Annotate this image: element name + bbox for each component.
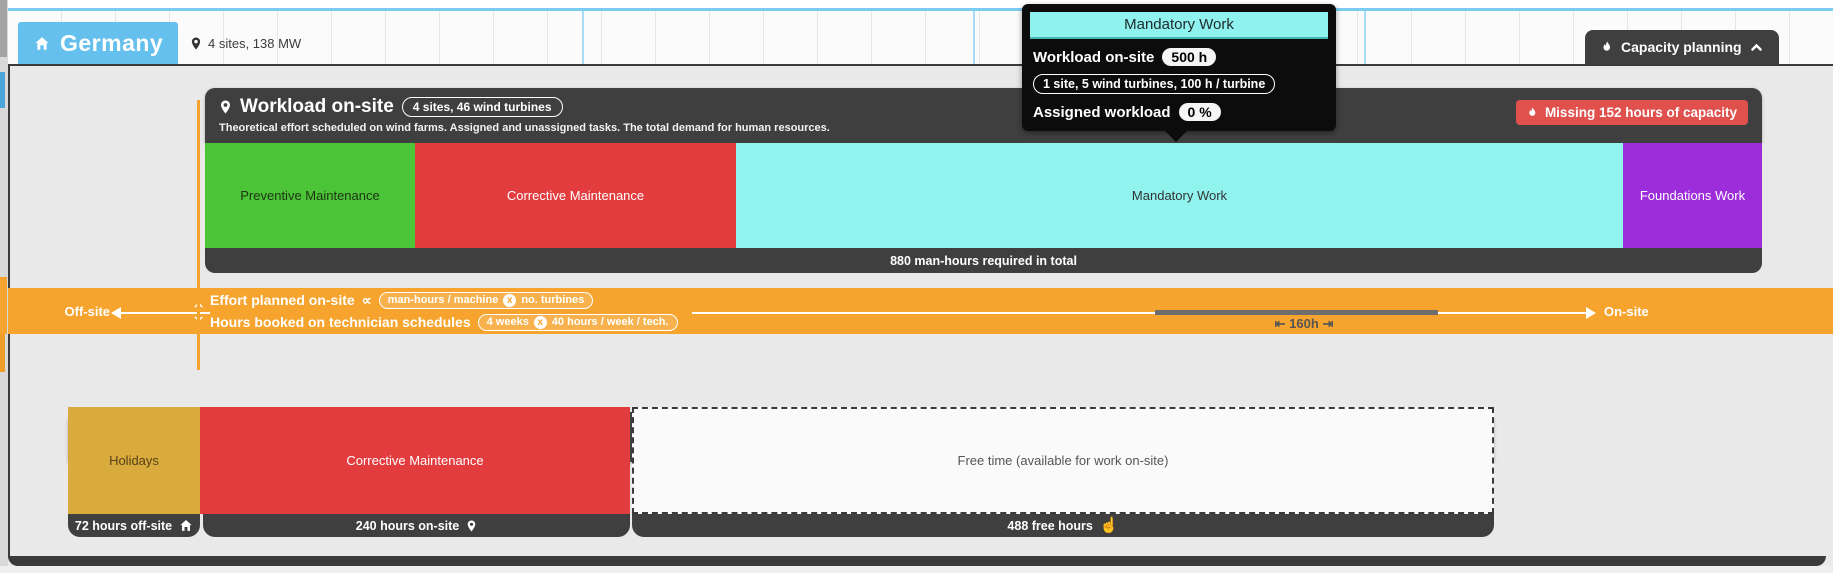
capacity-planning-label: Capacity planning xyxy=(1621,39,1742,55)
region-header-germany[interactable]: Germany xyxy=(18,22,178,64)
segment-label: Free time (available for work on-site) xyxy=(957,453,1169,468)
hours-formula-badge: 4 weeks x 40 hours / week / tech. xyxy=(477,313,678,331)
left-edge-strip xyxy=(0,0,8,573)
calendar-top-border xyxy=(8,8,1833,11)
segment-label: Mandatory Work xyxy=(1131,188,1228,203)
panel-bottom-border xyxy=(8,556,1826,566)
range-label: ⇤ 160h ⇥ xyxy=(1224,316,1384,332)
workload-card-subtitle: Theoretical effort scheduled on wind far… xyxy=(219,122,830,134)
fire-icon xyxy=(1601,40,1613,54)
segment-holidays[interactable]: Holidays xyxy=(68,407,200,514)
map-pin-icon xyxy=(466,519,477,533)
scrollbar-fragment[interactable] xyxy=(0,0,7,57)
clipped-orange-fragment xyxy=(0,334,5,372)
flow-axis-line xyxy=(117,312,1594,314)
onsite-hours-bar: 240 hours on-site xyxy=(203,514,630,537)
hours-booked-row: Hours booked on technician schedules 4 w… xyxy=(210,313,678,332)
workload-total-bar: 880 man-hours required in total xyxy=(205,248,1762,273)
free-hours-bar: 488 free hours ☝ xyxy=(632,514,1494,537)
map-pin-icon xyxy=(190,36,202,51)
workload-card-header: Workload on-site 4 sites, 46 wind turbin… xyxy=(205,88,1762,143)
effort-planned-row: Effort planned on-site ∝ man-hours / mac… xyxy=(210,291,678,310)
formula-left: man-hours / machine xyxy=(387,294,499,306)
schedule-bar: Holidays Corrective Maintenance Free tim… xyxy=(68,407,1494,514)
formula-left: 4 weeks xyxy=(486,316,529,328)
formula-right: no. turbines xyxy=(521,294,585,306)
tooltip-assigned-label: Assigned workload xyxy=(1033,103,1171,121)
capacity-planning-tab[interactable]: Capacity planning xyxy=(1585,30,1779,64)
region-meta: 4 sites, 138 MW xyxy=(190,22,301,64)
segment-mandatory-work[interactable]: Mandatory Work xyxy=(736,143,1623,248)
tooltip-title: Mandatory Work xyxy=(1030,12,1328,39)
panel-top-border xyxy=(8,64,1833,66)
region-title: Germany xyxy=(60,29,164,56)
home-icon xyxy=(34,36,50,51)
tooltip-workload-label: Workload on-site xyxy=(1033,48,1155,66)
segment-label: Foundations Work xyxy=(1639,188,1746,203)
effort-formula-badge: man-hours / machine x no. turbines xyxy=(378,291,594,309)
tooltip-arrow xyxy=(1165,131,1187,142)
segment-preventive-maintenance[interactable]: Preventive Maintenance xyxy=(205,143,415,248)
week-separator xyxy=(973,11,975,64)
clipped-blue-fragment xyxy=(0,72,5,108)
range-bar xyxy=(1155,310,1438,315)
segment-label: Corrective Maintenance xyxy=(506,188,645,203)
workload-card-title: Workload on-site xyxy=(240,96,394,117)
segment-foundations-work[interactable]: Foundations Work xyxy=(1623,143,1762,248)
onsite-label: On-site xyxy=(1604,303,1649,319)
segment-corrective-maintenance[interactable]: Corrective Maintenance xyxy=(200,407,630,514)
tooltip-workload-value: 500 h xyxy=(1162,48,1217,66)
onsite-hours-label: 240 hours on-site xyxy=(355,518,460,533)
clipped-orange-fragment xyxy=(0,277,7,334)
workload-total-label: 880 man-hours required in total xyxy=(890,253,1077,268)
offsite-hours-bar: 72 hours off-site xyxy=(68,514,200,537)
tooltip-detail-pill: 1 site, 5 wind turbines, 100 h / turbine xyxy=(1033,74,1276,94)
below-panel-margin xyxy=(0,566,1833,573)
proportional-icon: ∝ xyxy=(361,291,372,308)
calendar-header-row xyxy=(8,11,1833,64)
flow-band: Off-site On-site ↕ Effort planned on-sit… xyxy=(8,288,1833,334)
free-hours-label: 488 free hours xyxy=(1007,518,1093,533)
formula-right: 40 hours / week / tech. xyxy=(551,316,669,328)
missing-capacity-badge: Missing 152 hours of capacity xyxy=(1515,100,1748,125)
offsite-hours-label: 72 hours off-site xyxy=(74,518,173,533)
flow-band-rows: Effort planned on-site ∝ man-hours / mac… xyxy=(210,288,692,334)
arrow-right-icon xyxy=(1586,307,1596,319)
missing-capacity-label: Missing 152 hours of capacity xyxy=(1544,105,1737,120)
segment-free-time[interactable]: Free time (available for work on-site) xyxy=(632,407,1494,514)
fire-icon xyxy=(1527,106,1538,119)
top-margin xyxy=(8,0,1833,8)
multiply-icon: x xyxy=(533,315,547,329)
week-separator xyxy=(1364,11,1366,64)
tooltip-assigned-value: 0 % xyxy=(1178,103,1221,121)
range-value: 160h xyxy=(1289,316,1319,331)
range-right-icon: ⇥ xyxy=(1322,316,1334,331)
segment-label: Corrective Maintenance xyxy=(346,453,484,468)
mandatory-work-tooltip: Mandatory Work Workload on-site 500 h 1 … xyxy=(1022,4,1336,142)
current-time-line xyxy=(197,100,200,370)
offsite-label: Off-site xyxy=(64,303,111,319)
week-separator xyxy=(582,11,584,64)
effort-planned-label: Effort planned on-site xyxy=(210,292,355,308)
segment-label: Holidays xyxy=(109,453,159,468)
home-icon xyxy=(179,519,193,532)
segment-label: Preventive Maintenance xyxy=(240,188,380,203)
range-left-icon: ⇤ xyxy=(1274,316,1286,331)
multiply-icon: x xyxy=(503,293,517,307)
hours-booked-label: Hours booked on technician schedules xyxy=(210,314,471,330)
arrow-left-icon xyxy=(111,307,121,319)
workload-card-badge: 4 sites, 46 wind turbines xyxy=(401,97,563,117)
segment-corrective-maintenance[interactable]: Corrective Maintenance xyxy=(415,143,736,248)
chevron-up-icon xyxy=(1750,41,1763,54)
region-meta-label: 4 sites, 138 MW xyxy=(208,35,302,51)
workload-bar: Preventive Maintenance Corrective Mainte… xyxy=(205,143,1762,248)
hand-pointer-icon: ☝ xyxy=(1099,517,1119,534)
map-pin-icon xyxy=(219,99,232,115)
